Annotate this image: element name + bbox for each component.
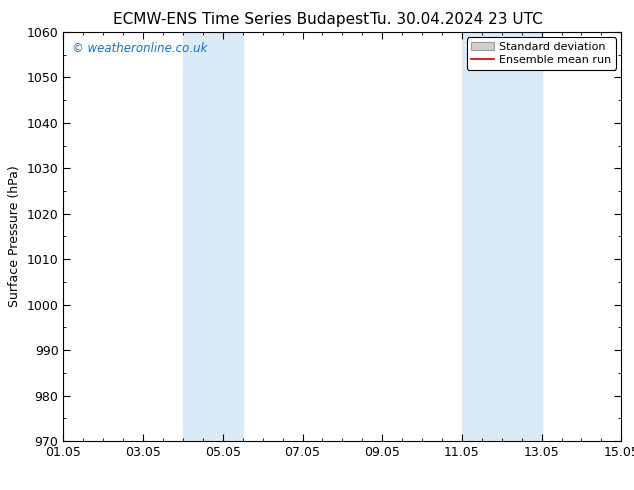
Bar [183, 32, 243, 441]
Bar [462, 32, 541, 441]
Legend: Standard deviation, Ensemble mean run: Standard deviation, Ensemble mean run [467, 37, 616, 70]
Y-axis label: Surface Pressure (hPa): Surface Pressure (hPa) [8, 166, 21, 307]
Text: © weatheronline.co.uk: © weatheronline.co.uk [72, 42, 207, 55]
Text: Tu. 30.04.2024 23 UTC: Tu. 30.04.2024 23 UTC [370, 12, 543, 27]
Text: ECMW-ENS Time Series Budapest: ECMW-ENS Time Series Budapest [113, 12, 369, 27]
